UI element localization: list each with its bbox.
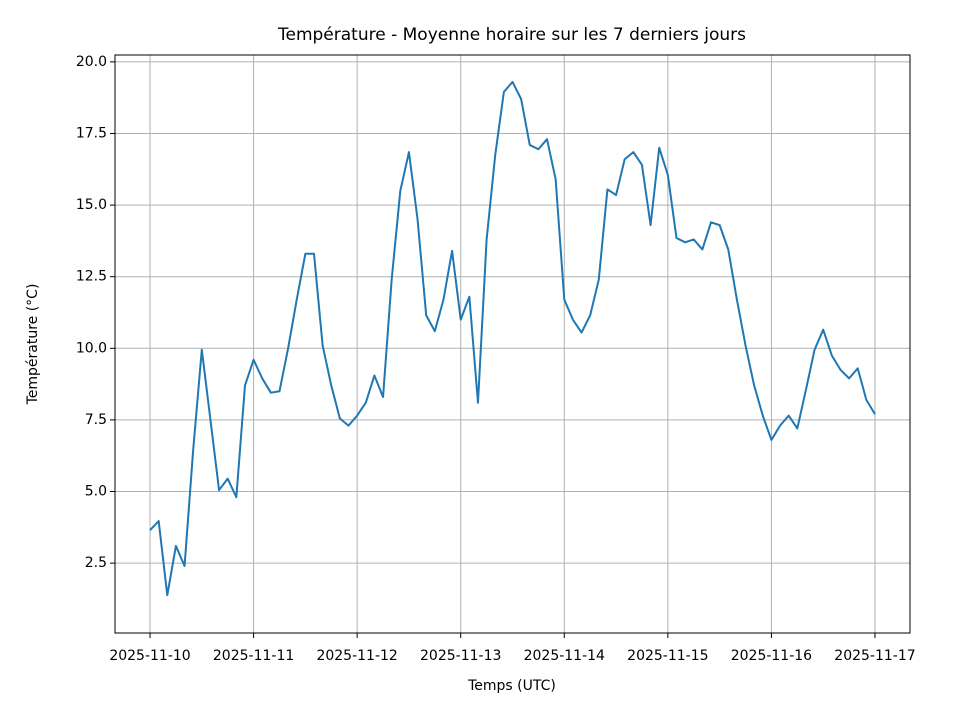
x-tick-label: 2025-11-14 — [524, 648, 605, 664]
y-tick-label: 10.0 — [76, 340, 107, 356]
y-axis-label: Température (°C) — [25, 284, 41, 406]
x-tick-label: 2025-11-12 — [316, 648, 397, 664]
x-tick-label: 2025-11-15 — [627, 648, 708, 664]
y-tick-label: 12.5 — [76, 269, 107, 285]
y-tick-label: 2.5 — [85, 555, 107, 571]
y-tick-label: 7.5 — [85, 412, 107, 428]
x-tick-label: 2025-11-11 — [213, 648, 294, 664]
x-axis-label: Temps (UTC) — [467, 678, 556, 694]
plot-frame — [114, 54, 911, 634]
x-tick-label: 2025-11-16 — [731, 648, 812, 664]
y-tick-label: 17.5 — [76, 125, 107, 141]
y-tick-label: 5.0 — [85, 484, 107, 500]
x-tick-label: 2025-11-13 — [420, 648, 501, 664]
y-tick-label: 15.0 — [76, 197, 107, 213]
line-series — [149, 80, 876, 597]
x-tick-label: 2025-11-17 — [834, 648, 915, 664]
x-tick-label: 2025-11-10 — [109, 648, 190, 664]
y-tick-label: 20.0 — [76, 54, 107, 70]
chart-title: Température - Moyenne horaire sur les 7 … — [277, 25, 746, 45]
